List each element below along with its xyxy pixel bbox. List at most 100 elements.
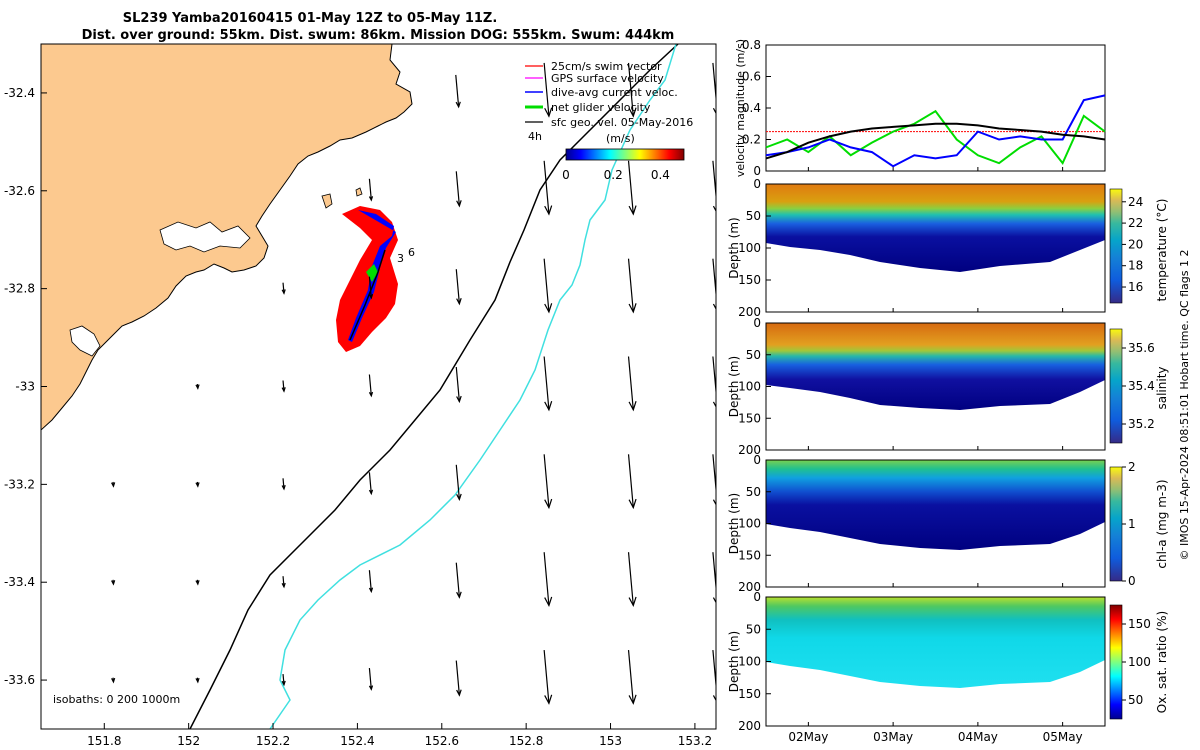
depth-axis-label: Depth (m) bbox=[727, 631, 741, 692]
sfc-arrow-head bbox=[712, 303, 716, 311]
map-ytick-label: -33.2 bbox=[4, 477, 35, 491]
velocity-series-line bbox=[765, 94, 1106, 168]
sfc-arrow-head bbox=[456, 395, 462, 404]
sfc-arrow bbox=[712, 62, 716, 105]
sfc-arrow-head bbox=[195, 482, 200, 488]
sfc-arrow-head bbox=[368, 685, 374, 691]
sfc-arrow bbox=[543, 160, 550, 215]
sfc-arrow-head bbox=[712, 205, 716, 213]
oxygen-panel: Ox. sat. ratio (%) bbox=[765, 596, 1169, 727]
sfc-geo-velocity-arrows bbox=[111, 62, 716, 705]
track-label-3: 3 bbox=[397, 252, 404, 265]
sfc-arrow-head bbox=[111, 677, 116, 684]
temperature-panel: temperature (°C) bbox=[765, 183, 1169, 313]
depth-tick-label: 50 bbox=[746, 209, 761, 223]
sfc-arrow bbox=[543, 650, 550, 704]
sfc-arrow-head bbox=[628, 694, 637, 705]
map-colorbar-tick: 0.2 bbox=[604, 168, 623, 182]
chl-panel: chl-a (mg m-3) bbox=[765, 459, 1169, 588]
map-ytick-label: -32.4 bbox=[4, 86, 35, 100]
sfc-arrow bbox=[282, 674, 285, 685]
map-x-ticks: 151.8 152 152.2 152.4 152.6 152.8 153 153.2 bbox=[87, 723, 712, 748]
panel-cb-tick-label: 24 bbox=[1128, 195, 1143, 209]
panel-cb-tick-label: 2 bbox=[1128, 460, 1136, 474]
glider-track bbox=[336, 206, 398, 352]
depth-tick-label: 150 bbox=[738, 273, 761, 287]
map-colorbar-ticks: 0 0.2 0.4 bbox=[562, 168, 670, 182]
depth-tick-label: 50 bbox=[746, 485, 761, 499]
sfc-arrow-head bbox=[195, 580, 200, 586]
depth-tick-label: 200 bbox=[738, 443, 761, 457]
sfc-arrow-head bbox=[455, 101, 461, 109]
sfc-arrow bbox=[368, 178, 372, 201]
map-xtick-label: 152.8 bbox=[509, 734, 543, 748]
salinity-panel: salinity bbox=[765, 322, 1169, 451]
velocity-series-line bbox=[765, 122, 1106, 160]
isobath-1000 bbox=[269, 44, 677, 729]
time-tick-label: 02May bbox=[788, 730, 828, 744]
map-colorbar-tick: 0.4 bbox=[651, 168, 670, 182]
sfc-arrow-head bbox=[456, 200, 462, 208]
map-xtick-label: 152.4 bbox=[340, 734, 374, 748]
sfc-arrow bbox=[627, 160, 634, 215]
sfc-arrow-head bbox=[281, 387, 286, 393]
sfc-arrow bbox=[368, 668, 372, 690]
map-ytick-label: -32.6 bbox=[4, 184, 35, 198]
sfc-arrow bbox=[282, 380, 285, 392]
panel-cb-tick-label: 35.6 bbox=[1128, 341, 1155, 355]
depth-tick-label: 50 bbox=[746, 348, 761, 362]
sfc-arrow-head bbox=[368, 196, 374, 202]
sfc-arrow-head bbox=[368, 587, 374, 594]
sfc-arrow bbox=[543, 62, 550, 117]
map-xtick-label: 152 bbox=[177, 734, 200, 748]
sfc-arrow-head bbox=[544, 107, 553, 118]
depth-tick-label: 50 bbox=[746, 622, 761, 636]
sfc-arrow bbox=[627, 356, 634, 410]
sfc-arrow-head bbox=[628, 401, 637, 412]
map-xtick-label: 153.2 bbox=[678, 734, 712, 748]
sfc-arrow bbox=[282, 576, 285, 587]
sfc-arrow-head bbox=[111, 580, 116, 586]
panel-colorbar-ticks: 24 22 20 18 16 35.6 35.4 35.2 2 1 0 150 100 50 bbox=[1122, 195, 1155, 707]
panel-cb-tick-label: 1 bbox=[1128, 517, 1136, 531]
map-xtick-label: 151.8 bbox=[87, 734, 121, 748]
time-tick-label: 05May bbox=[1043, 730, 1083, 744]
sfc-arrow-head bbox=[544, 694, 553, 705]
sfc-arrow-head bbox=[281, 680, 286, 687]
sfc-arrow bbox=[627, 258, 634, 312]
sfc-arrow-head bbox=[712, 597, 716, 604]
sfc-arrow-head bbox=[456, 298, 462, 306]
sfc-arrow bbox=[712, 650, 716, 692]
sfc-arrow bbox=[543, 258, 550, 312]
map-ytick-label: -33 bbox=[15, 380, 35, 394]
sfc-arrow-head bbox=[368, 293, 374, 300]
velocity-ylabel: velocity magnitude (m/s) bbox=[734, 39, 747, 177]
sfc-arrow-head bbox=[544, 205, 553, 216]
map-ytick-label: -32.8 bbox=[4, 282, 35, 296]
sfc-arrow bbox=[455, 660, 460, 696]
time-tick-label: 04May bbox=[958, 730, 998, 744]
depth-tick-label: 0 bbox=[753, 316, 761, 330]
cb-label-salinity: salinity bbox=[1155, 366, 1169, 409]
cb-label-chl: chl-a (mg m-3) bbox=[1155, 479, 1169, 568]
velocity-ytick-label: 0.2 bbox=[742, 133, 761, 147]
sfc-arrow bbox=[455, 269, 460, 304]
map-y-ticks: -32.4 -32.6 -32.8 -33 -33.2 -33.4 -33.6 bbox=[4, 86, 47, 687]
depth-tick-label: 150 bbox=[738, 548, 761, 562]
velocity-ytick-label: 0 bbox=[753, 164, 761, 178]
panel-cb-tick-label: 16 bbox=[1128, 280, 1143, 294]
sfc-arrow-head bbox=[628, 303, 637, 314]
sfc-arrow-head bbox=[456, 493, 462, 502]
depth-tick-label: 200 bbox=[738, 580, 761, 594]
depth-tick-label: 100 bbox=[738, 380, 761, 394]
chart-title-line2: Dist. over ground: 55km. Dist. swum: 86k… bbox=[82, 28, 675, 43]
velocity-ytick-label: 0.8 bbox=[742, 38, 761, 52]
sfc-arrow-head bbox=[712, 401, 716, 408]
sfc-arrow bbox=[627, 650, 634, 704]
sfc-arrow-head bbox=[195, 677, 200, 684]
sfc-arrow bbox=[543, 356, 550, 410]
panel-cb-tick-label: 0 bbox=[1128, 574, 1136, 588]
map-colorbar bbox=[565, 148, 685, 161]
sfc-arrow-head bbox=[281, 582, 286, 589]
